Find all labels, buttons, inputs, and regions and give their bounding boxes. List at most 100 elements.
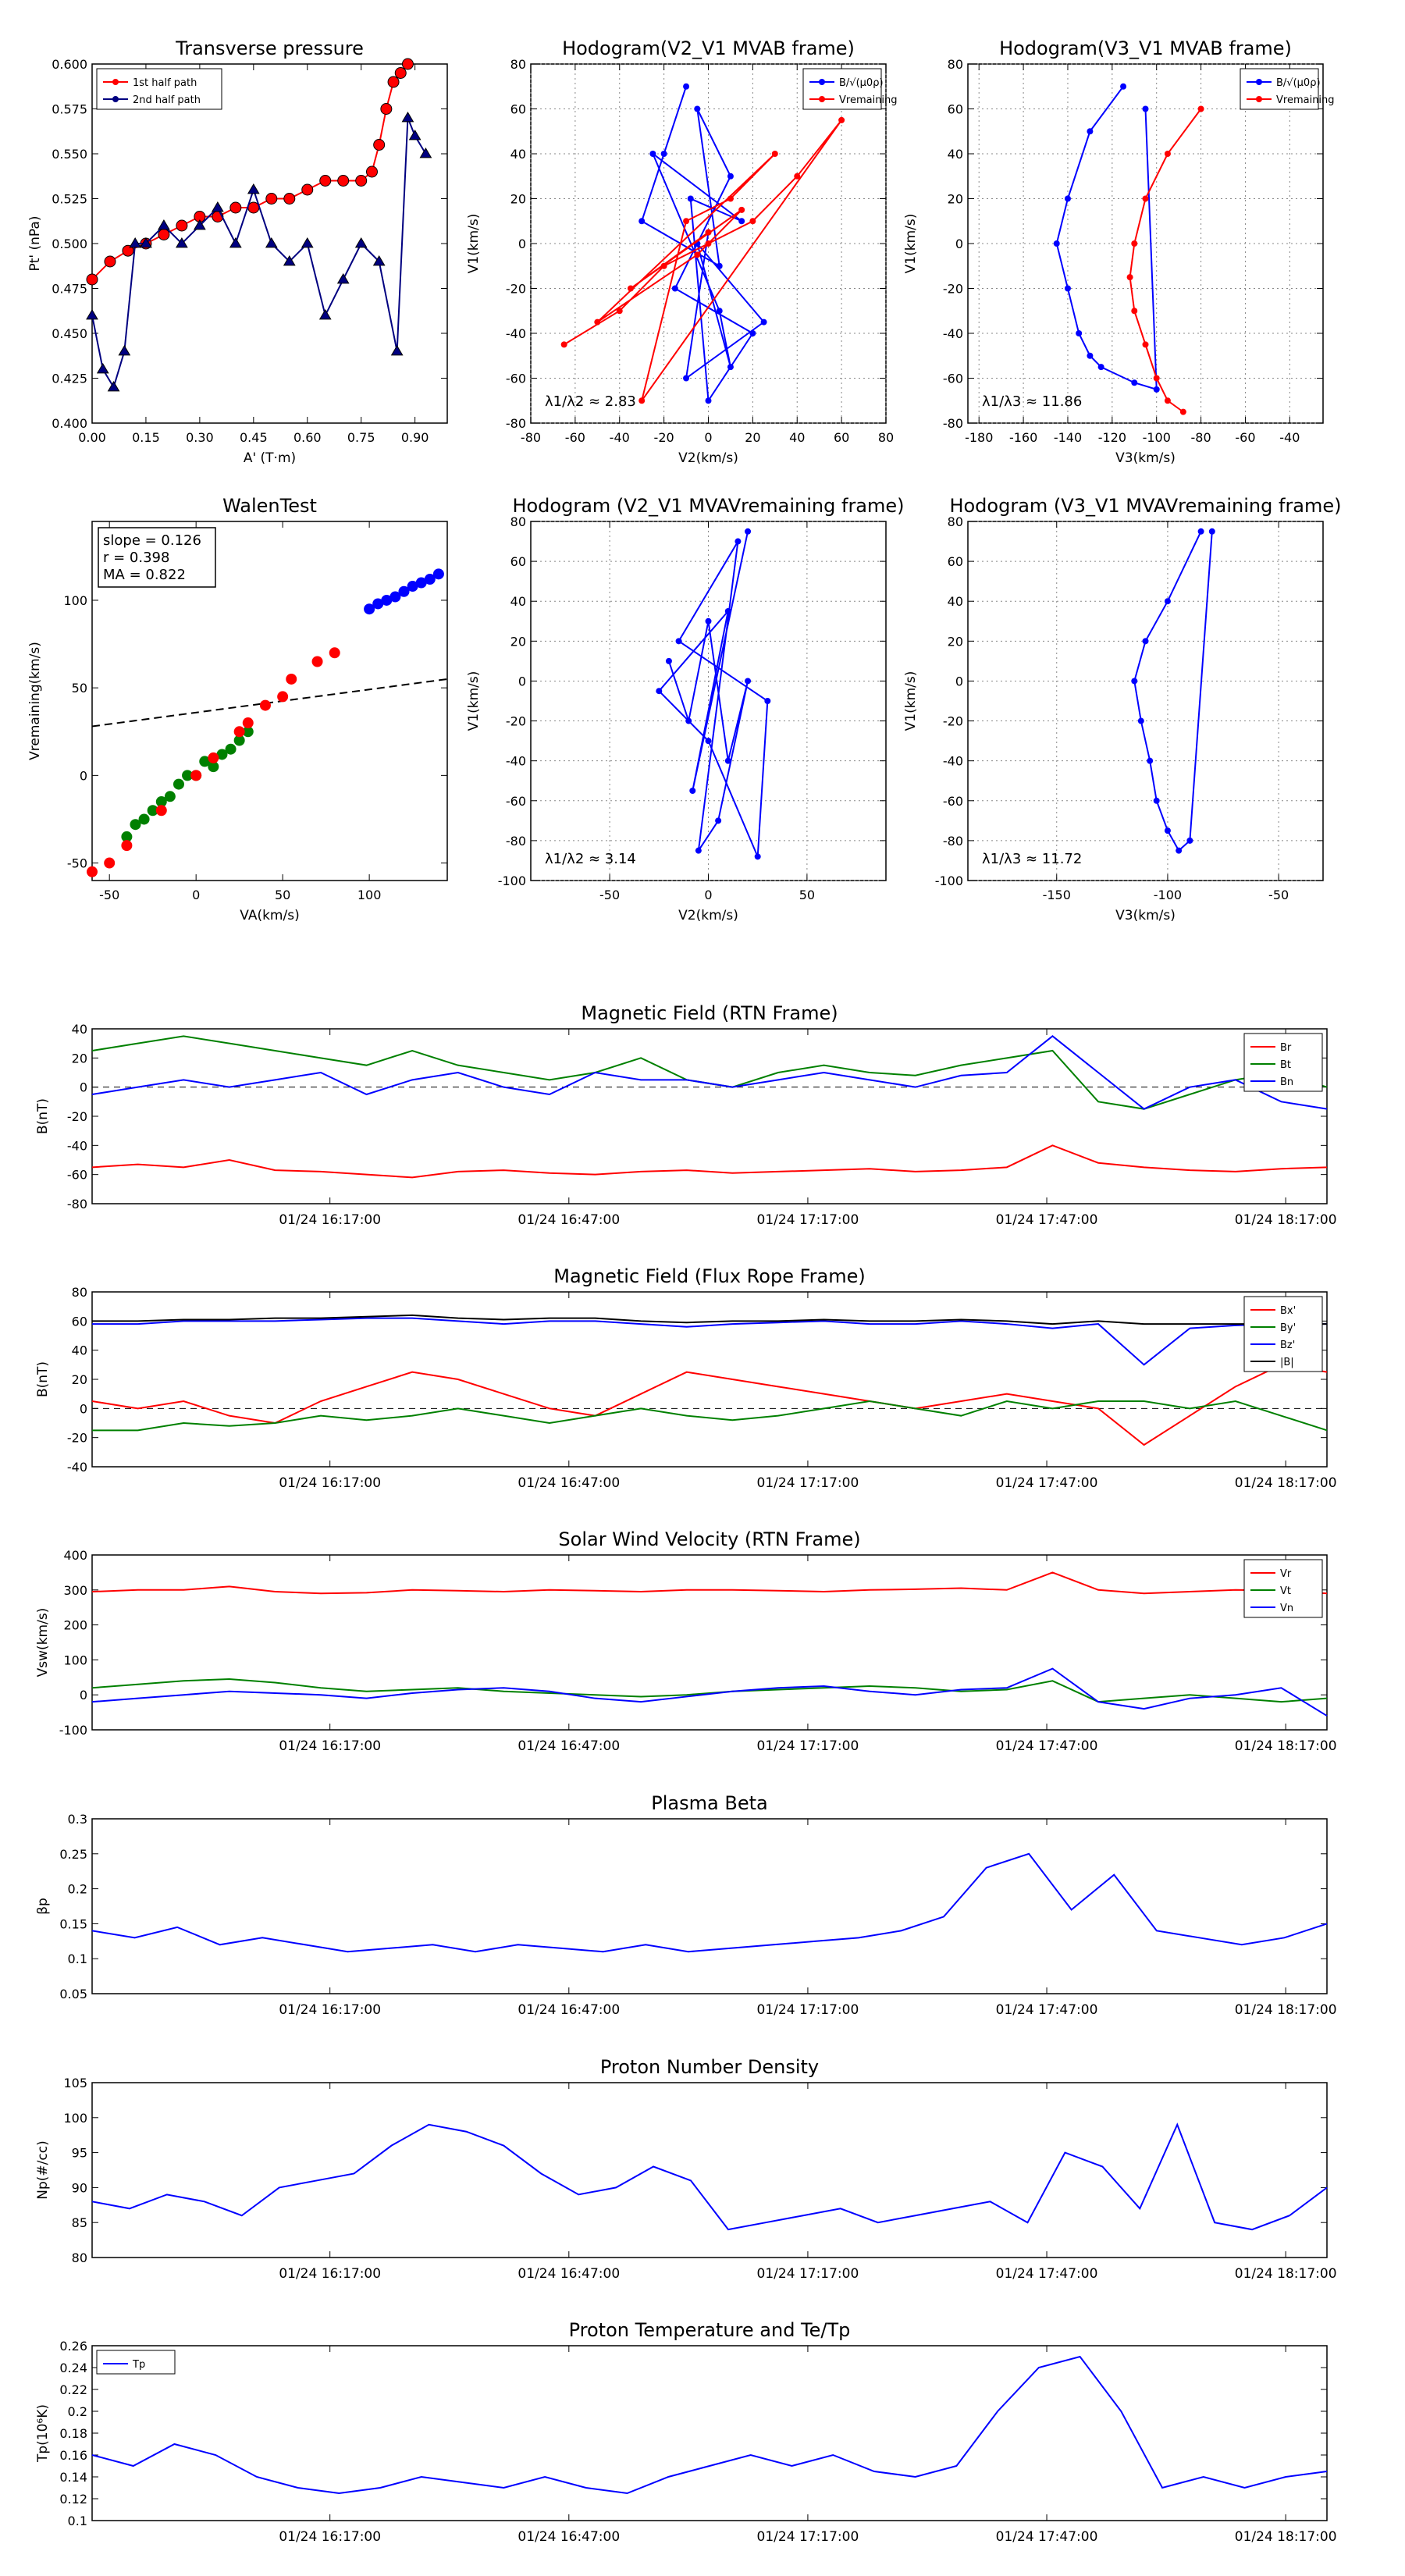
x-tick-label: 0 (704, 888, 712, 902)
legend-marker (112, 96, 119, 102)
y-tick-label: 0.475 (52, 282, 87, 297)
y-tick-label: 60 (72, 1314, 87, 1329)
series-line (91, 1678, 1328, 1703)
data-point (638, 397, 646, 404)
data-point (283, 255, 296, 266)
y-tick-label: -100 (935, 873, 963, 888)
x-tick-label: 01/24 17:17:00 (757, 1475, 859, 1491)
chart-title: Hodogram (V3_V1 MVAVremaining frame) (949, 495, 1341, 517)
x-tick-label: 01/24 16:47:00 (518, 1738, 620, 1754)
data-point (130, 819, 141, 831)
data-point (1186, 837, 1193, 844)
data-point (164, 791, 176, 802)
chart-title: Hodogram(V3_V1 MVAB frame) (999, 37, 1292, 59)
chart-title: Proton Number Density (600, 2056, 819, 2078)
data-point (121, 831, 133, 842)
x-axis-label: V2(km/s) (678, 908, 738, 923)
y-tick-label: -80 (506, 416, 526, 431)
data-point (745, 678, 752, 685)
legend: Vr Vt Vn (1243, 1559, 1323, 1618)
data-point (104, 255, 116, 268)
x-tick-label: 01/24 17:17:00 (757, 2266, 859, 2282)
data-point (86, 273, 98, 286)
data-point (398, 585, 410, 597)
series-1 (1126, 105, 1204, 415)
legend-label: Vremaining (839, 94, 898, 106)
y-tick-label: 0 (518, 674, 526, 688)
series-1 (87, 647, 340, 877)
data-point (233, 726, 245, 738)
chart-title: WalenTest (222, 495, 317, 517)
data-point (656, 688, 663, 695)
series-line (91, 2122, 1328, 2231)
data-point (716, 308, 723, 315)
data-point (1164, 397, 1171, 404)
data-point (1137, 717, 1144, 724)
data-point (87, 866, 98, 877)
data-point (365, 165, 378, 178)
y-tick-label: 0.1 (68, 1952, 87, 1966)
data-point (660, 151, 667, 157)
data-point (247, 201, 260, 214)
chart-panel-p_transverse: Transverse pressure 0.400 0.425 0.450 0.475 0… (27, 37, 448, 466)
series-2 (91, 1667, 1328, 1717)
y-tick-label: -40 (506, 326, 526, 341)
plot-frame (91, 1554, 1328, 1731)
data-point (401, 112, 414, 123)
data-point (1164, 151, 1171, 157)
chart-panel-p_walen: WalenTest -50 0 50 100 -50 0 50 100 VA(km/s) Vrema… (27, 495, 448, 923)
y-tick-label: 100 (63, 1653, 87, 1667)
series-line (1133, 531, 1213, 852)
y-tick-label: 0.525 (52, 192, 87, 207)
chart-panel-ts_temp: Proton Temperature and Te/Tp 0.1 0.12 0.14 0… (35, 2319, 1337, 2545)
ratio-annotation: λ1/λ2 ≈ 3.14 (545, 851, 636, 867)
data-point (1120, 83, 1127, 90)
data-point (724, 608, 731, 614)
y-tick-label: 80 (510, 57, 526, 72)
x-tick-label: 01/24 18:17:00 (1235, 1212, 1337, 1228)
data-point (694, 105, 701, 112)
chart-title: Solar Wind Velocity (RTN Frame) (558, 1528, 860, 1550)
series-1 (92, 1400, 1328, 1432)
series-line (91, 1364, 1328, 1446)
x-tick-label: 0.75 (347, 430, 375, 445)
y-tick-label: 0.600 (52, 57, 87, 72)
series-line (640, 86, 766, 404)
y-tick-label: 0 (518, 237, 526, 251)
y-tick-label: 90 (72, 2180, 87, 2195)
x-tick-label: 20 (745, 430, 760, 445)
data-point (687, 195, 694, 202)
series-1 (86, 112, 432, 392)
y-tick-label: -60 (943, 794, 963, 809)
data-point (705, 240, 712, 247)
y-axis-label: Tp(10⁶K) (35, 2404, 51, 2463)
data-point (705, 738, 712, 745)
data-point (229, 201, 242, 214)
data-point (199, 756, 211, 767)
x-tick-label: -20 (654, 430, 674, 445)
stats-line: MA = 0.822 (103, 567, 186, 583)
data-point (277, 691, 289, 703)
data-point (259, 699, 271, 711)
x-tick-label: 50 (799, 888, 815, 902)
y-tick-label: 100 (63, 2111, 87, 2126)
legend-label: |B| (1280, 1357, 1294, 1368)
y-tick-label: 50 (72, 681, 87, 696)
data-point (372, 255, 386, 266)
data-point (390, 345, 404, 356)
y-tick-label: 40 (948, 594, 963, 609)
data-point (638, 218, 646, 225)
y-tick-label: 95 (72, 2146, 87, 2161)
x-tick-label: 01/24 18:17:00 (1235, 2529, 1337, 2545)
data-point (660, 262, 667, 269)
data-point (735, 538, 742, 545)
legend-label: Vn (1280, 1603, 1293, 1614)
data-point (118, 345, 131, 356)
y-tick-label: 40 (510, 147, 526, 162)
y-tick-label: 80 (72, 2250, 87, 2265)
data-point (225, 743, 237, 755)
data-point (190, 770, 202, 781)
series-2 (92, 1317, 1327, 1366)
y-tick-label: 0 (80, 768, 87, 783)
data-point (738, 218, 745, 225)
